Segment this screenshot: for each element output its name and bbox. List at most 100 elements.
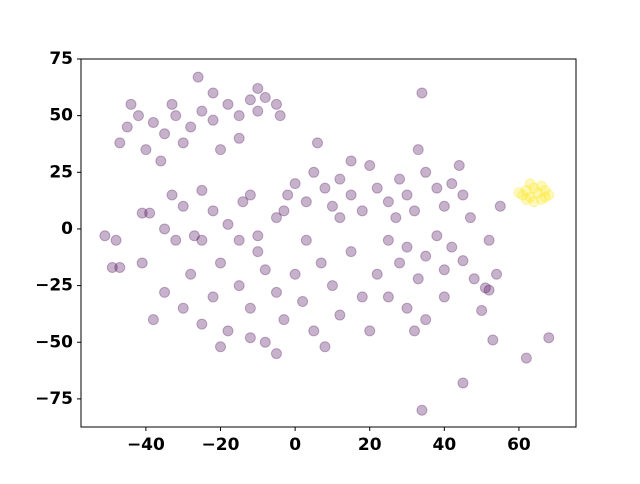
y-tick-label: 0 xyxy=(61,219,73,239)
point xyxy=(479,282,491,294)
point xyxy=(483,234,495,246)
y-tick-label: 25 xyxy=(49,162,73,182)
point xyxy=(196,184,208,196)
point xyxy=(177,137,189,149)
point xyxy=(215,341,227,353)
point xyxy=(517,189,529,201)
point xyxy=(345,155,357,167)
point xyxy=(543,189,555,201)
point xyxy=(532,187,544,199)
point xyxy=(188,230,200,242)
y-tick-label: −25 xyxy=(35,276,73,296)
point xyxy=(147,314,159,326)
point xyxy=(114,261,126,273)
point xyxy=(334,309,346,321)
point xyxy=(136,207,148,219)
y-tick-label: 75 xyxy=(49,49,73,69)
point xyxy=(394,173,406,185)
point xyxy=(382,234,394,246)
point xyxy=(438,200,450,212)
point xyxy=(140,144,152,156)
point xyxy=(539,184,551,196)
x-tick-label: −40 xyxy=(127,435,165,455)
point xyxy=(278,314,290,326)
point xyxy=(170,234,182,246)
point xyxy=(308,325,320,337)
point xyxy=(308,166,320,178)
point xyxy=(177,200,189,212)
point xyxy=(207,205,219,217)
point xyxy=(207,114,219,126)
plot-frame xyxy=(80,58,577,428)
x-tick-label: 40 xyxy=(432,435,456,455)
point xyxy=(215,144,227,156)
point xyxy=(520,193,532,205)
point xyxy=(252,230,264,242)
point xyxy=(289,178,301,190)
point xyxy=(159,128,171,140)
point xyxy=(170,110,182,122)
point xyxy=(520,352,532,364)
point xyxy=(464,212,476,224)
point xyxy=(468,273,480,285)
point xyxy=(222,325,234,337)
point xyxy=(244,332,256,344)
point xyxy=(136,257,148,269)
x-tick-label: 20 xyxy=(358,435,382,455)
point xyxy=(412,144,424,156)
point xyxy=(114,137,126,149)
point xyxy=(196,234,208,246)
point xyxy=(438,291,450,303)
point xyxy=(401,241,413,253)
point xyxy=(222,98,234,110)
point xyxy=(311,137,323,149)
point xyxy=(159,223,171,235)
point xyxy=(356,205,368,217)
point xyxy=(334,173,346,185)
point xyxy=(371,268,383,280)
point xyxy=(476,305,488,317)
point xyxy=(371,182,383,194)
point xyxy=(524,191,536,203)
point xyxy=(457,377,469,389)
point xyxy=(319,182,331,194)
point xyxy=(401,189,413,201)
point xyxy=(334,212,346,224)
point xyxy=(106,261,118,273)
point xyxy=(326,200,338,212)
point xyxy=(453,160,465,172)
point xyxy=(491,268,503,280)
point xyxy=(222,218,234,230)
point xyxy=(364,160,376,172)
point xyxy=(270,98,282,110)
point xyxy=(483,284,495,296)
point xyxy=(259,264,271,276)
point xyxy=(132,110,144,122)
point xyxy=(244,94,256,106)
point xyxy=(270,212,282,224)
point xyxy=(289,268,301,280)
point xyxy=(121,121,133,133)
point xyxy=(233,280,245,292)
point xyxy=(412,273,424,285)
point xyxy=(457,189,469,201)
x-tick-label: 60 xyxy=(507,435,531,455)
point xyxy=(215,257,227,269)
point xyxy=(513,187,525,199)
point xyxy=(535,193,547,205)
point xyxy=(125,98,137,110)
point xyxy=(300,234,312,246)
y-tick-label: −75 xyxy=(35,389,73,409)
point xyxy=(319,341,331,353)
point xyxy=(457,255,469,267)
point xyxy=(528,196,540,208)
point xyxy=(401,302,413,314)
point xyxy=(446,241,458,253)
point xyxy=(233,132,245,144)
point xyxy=(110,234,122,246)
point xyxy=(438,264,450,276)
point xyxy=(244,189,256,201)
point xyxy=(259,92,271,104)
point xyxy=(524,178,536,190)
